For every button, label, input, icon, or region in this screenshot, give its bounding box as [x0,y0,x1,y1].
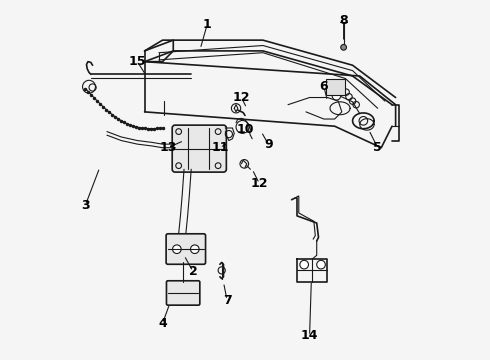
Text: 5: 5 [373,141,382,154]
FancyBboxPatch shape [172,125,226,172]
Text: 13: 13 [159,141,176,154]
Text: 14: 14 [301,329,318,342]
Text: 7: 7 [222,294,231,307]
Circle shape [191,245,199,253]
Text: 6: 6 [319,80,328,93]
Text: 12: 12 [233,91,250,104]
Text: 8: 8 [339,14,348,27]
Text: 15: 15 [129,55,146,68]
Text: 1: 1 [203,18,212,31]
Circle shape [317,260,325,269]
Text: 10: 10 [236,123,254,136]
Circle shape [300,260,309,269]
Text: 4: 4 [158,317,167,330]
Circle shape [332,91,341,100]
Text: 12: 12 [250,177,268,190]
Circle shape [341,44,346,50]
Text: 2: 2 [189,265,197,278]
Circle shape [172,245,181,253]
Text: 9: 9 [264,138,272,150]
FancyBboxPatch shape [166,234,205,264]
FancyBboxPatch shape [167,281,200,305]
Text: 11: 11 [211,141,229,154]
FancyBboxPatch shape [326,79,344,95]
Text: 3: 3 [81,199,90,212]
